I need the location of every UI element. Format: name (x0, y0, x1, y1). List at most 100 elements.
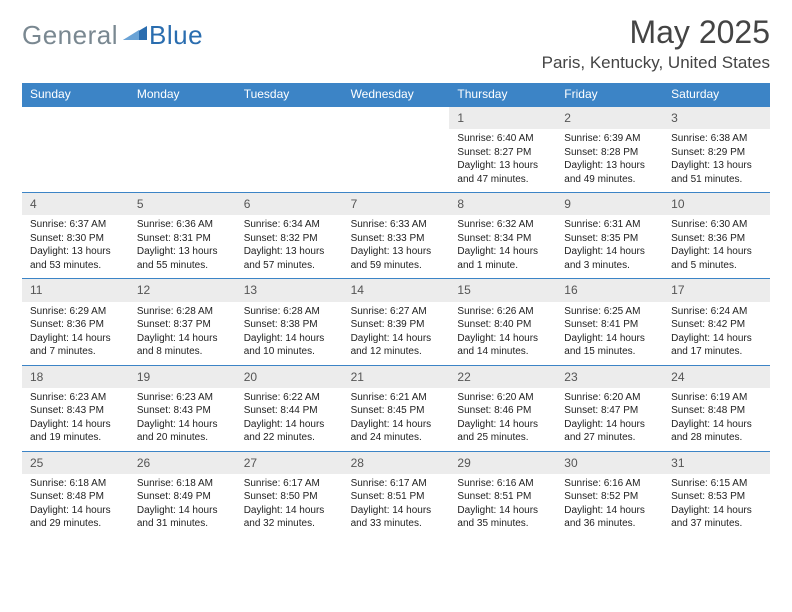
daylight-line1: Daylight: 13 hours (244, 245, 335, 259)
calendar-week: 18Sunrise: 6:23 AMSunset: 8:43 PMDayligh… (22, 365, 770, 451)
day-number: 21 (343, 366, 450, 388)
day-number: 10 (663, 193, 770, 215)
daylight-line2: and 3 minutes. (564, 259, 655, 273)
daylight-line2: and 24 minutes. (351, 431, 442, 445)
sunrise-text: Sunrise: 6:26 AM (457, 305, 548, 319)
day-body: Sunrise: 6:37 AMSunset: 8:30 PMDaylight:… (22, 215, 129, 278)
day-header: Wednesday (343, 83, 450, 106)
day-cell: 13Sunrise: 6:28 AMSunset: 8:38 PMDayligh… (236, 279, 343, 364)
sunrise-text: Sunrise: 6:16 AM (457, 477, 548, 491)
day-cell: 20Sunrise: 6:22 AMSunset: 8:44 PMDayligh… (236, 366, 343, 451)
sunrise-text: Sunrise: 6:23 AM (30, 391, 121, 405)
sunset-text: Sunset: 8:44 PM (244, 404, 335, 418)
sunrise-text: Sunrise: 6:28 AM (137, 305, 228, 319)
day-cell: 1Sunrise: 6:40 AMSunset: 8:27 PMDaylight… (449, 107, 556, 192)
day-header: Sunday (22, 83, 129, 106)
title-block: May 2025 Paris, Kentucky, United States (542, 14, 770, 73)
daylight-line1: Daylight: 14 hours (671, 332, 762, 346)
sunset-text: Sunset: 8:40 PM (457, 318, 548, 332)
daylight-line2: and 28 minutes. (671, 431, 762, 445)
calendar-day-headers: Sunday Monday Tuesday Wednesday Thursday… (22, 83, 770, 106)
day-cell: 4Sunrise: 6:37 AMSunset: 8:30 PMDaylight… (22, 193, 129, 278)
sunset-text: Sunset: 8:31 PM (137, 232, 228, 246)
sunrise-text: Sunrise: 6:20 AM (564, 391, 655, 405)
day-header: Tuesday (236, 83, 343, 106)
daylight-line1: Daylight: 14 hours (564, 418, 655, 432)
day-cell: 30Sunrise: 6:16 AMSunset: 8:52 PMDayligh… (556, 452, 663, 537)
daylight-line2: and 25 minutes. (457, 431, 548, 445)
sunrise-text: Sunrise: 6:20 AM (457, 391, 548, 405)
daylight-line2: and 31 minutes. (137, 517, 228, 531)
sunset-text: Sunset: 8:34 PM (457, 232, 548, 246)
empty-day (129, 107, 236, 128)
sunset-text: Sunset: 8:42 PM (671, 318, 762, 332)
daylight-line1: Daylight: 14 hours (244, 418, 335, 432)
calendar-page: General Blue May 2025 Paris, Kentucky, U… (0, 0, 792, 547)
day-cell: 6Sunrise: 6:34 AMSunset: 8:32 PMDaylight… (236, 193, 343, 278)
sunrise-text: Sunrise: 6:25 AM (564, 305, 655, 319)
brand-text-blue: Blue (149, 20, 203, 51)
sunset-text: Sunset: 8:29 PM (671, 146, 762, 160)
day-cell: 25Sunrise: 6:18 AMSunset: 8:48 PMDayligh… (22, 452, 129, 537)
day-cell: 5Sunrise: 6:36 AMSunset: 8:31 PMDaylight… (129, 193, 236, 278)
day-cell (22, 107, 129, 192)
sunrise-text: Sunrise: 6:38 AM (671, 132, 762, 146)
day-cell: 29Sunrise: 6:16 AMSunset: 8:51 PMDayligh… (449, 452, 556, 537)
daylight-line1: Daylight: 14 hours (244, 504, 335, 518)
sunrise-text: Sunrise: 6:31 AM (564, 218, 655, 232)
day-header: Monday (129, 83, 236, 106)
day-body: Sunrise: 6:20 AMSunset: 8:46 PMDaylight:… (449, 388, 556, 451)
day-body: Sunrise: 6:19 AMSunset: 8:48 PMDaylight:… (663, 388, 770, 451)
sunrise-text: Sunrise: 6:33 AM (351, 218, 442, 232)
brand-mark-icon (123, 22, 147, 45)
day-cell: 17Sunrise: 6:24 AMSunset: 8:42 PMDayligh… (663, 279, 770, 364)
daylight-line1: Daylight: 14 hours (30, 332, 121, 346)
sunset-text: Sunset: 8:36 PM (30, 318, 121, 332)
day-number: 2 (556, 107, 663, 129)
daylight-line1: Daylight: 14 hours (137, 418, 228, 432)
day-number: 22 (449, 366, 556, 388)
day-body: Sunrise: 6:24 AMSunset: 8:42 PMDaylight:… (663, 302, 770, 365)
sunset-text: Sunset: 8:45 PM (351, 404, 442, 418)
day-number: 29 (449, 452, 556, 474)
day-body: Sunrise: 6:36 AMSunset: 8:31 PMDaylight:… (129, 215, 236, 278)
sunrise-text: Sunrise: 6:27 AM (351, 305, 442, 319)
day-cell: 12Sunrise: 6:28 AMSunset: 8:37 PMDayligh… (129, 279, 236, 364)
day-body: Sunrise: 6:30 AMSunset: 8:36 PMDaylight:… (663, 215, 770, 278)
day-number: 15 (449, 279, 556, 301)
daylight-line1: Daylight: 14 hours (137, 332, 228, 346)
sunset-text: Sunset: 8:35 PM (564, 232, 655, 246)
day-cell: 7Sunrise: 6:33 AMSunset: 8:33 PMDaylight… (343, 193, 450, 278)
sunrise-text: Sunrise: 6:19 AM (671, 391, 762, 405)
daylight-line1: Daylight: 14 hours (351, 332, 442, 346)
sunrise-text: Sunrise: 6:15 AM (671, 477, 762, 491)
day-body: Sunrise: 6:17 AMSunset: 8:51 PMDaylight:… (343, 474, 450, 537)
daylight-line1: Daylight: 14 hours (564, 245, 655, 259)
day-number: 11 (22, 279, 129, 301)
day-number: 16 (556, 279, 663, 301)
daylight-line2: and 12 minutes. (351, 345, 442, 359)
day-cell (343, 107, 450, 192)
day-body: Sunrise: 6:25 AMSunset: 8:41 PMDaylight:… (556, 302, 663, 365)
day-body: Sunrise: 6:27 AMSunset: 8:39 PMDaylight:… (343, 302, 450, 365)
weeks-container: 1Sunrise: 6:40 AMSunset: 8:27 PMDaylight… (22, 106, 770, 537)
empty-day (343, 107, 450, 128)
day-number: 25 (22, 452, 129, 474)
sunset-text: Sunset: 8:51 PM (457, 490, 548, 504)
daylight-line1: Daylight: 14 hours (564, 332, 655, 346)
sunset-text: Sunset: 8:43 PM (137, 404, 228, 418)
daylight-line2: and 10 minutes. (244, 345, 335, 359)
day-body: Sunrise: 6:18 AMSunset: 8:48 PMDaylight:… (22, 474, 129, 537)
sunset-text: Sunset: 8:50 PM (244, 490, 335, 504)
day-number: 6 (236, 193, 343, 215)
sunrise-text: Sunrise: 6:30 AM (671, 218, 762, 232)
day-body: Sunrise: 6:22 AMSunset: 8:44 PMDaylight:… (236, 388, 343, 451)
day-cell: 3Sunrise: 6:38 AMSunset: 8:29 PMDaylight… (663, 107, 770, 192)
day-number: 8 (449, 193, 556, 215)
day-cell: 19Sunrise: 6:23 AMSunset: 8:43 PMDayligh… (129, 366, 236, 451)
daylight-line2: and 33 minutes. (351, 517, 442, 531)
sunset-text: Sunset: 8:53 PM (671, 490, 762, 504)
day-body: Sunrise: 6:32 AMSunset: 8:34 PMDaylight:… (449, 215, 556, 278)
daylight-line2: and 15 minutes. (564, 345, 655, 359)
daylight-line2: and 32 minutes. (244, 517, 335, 531)
